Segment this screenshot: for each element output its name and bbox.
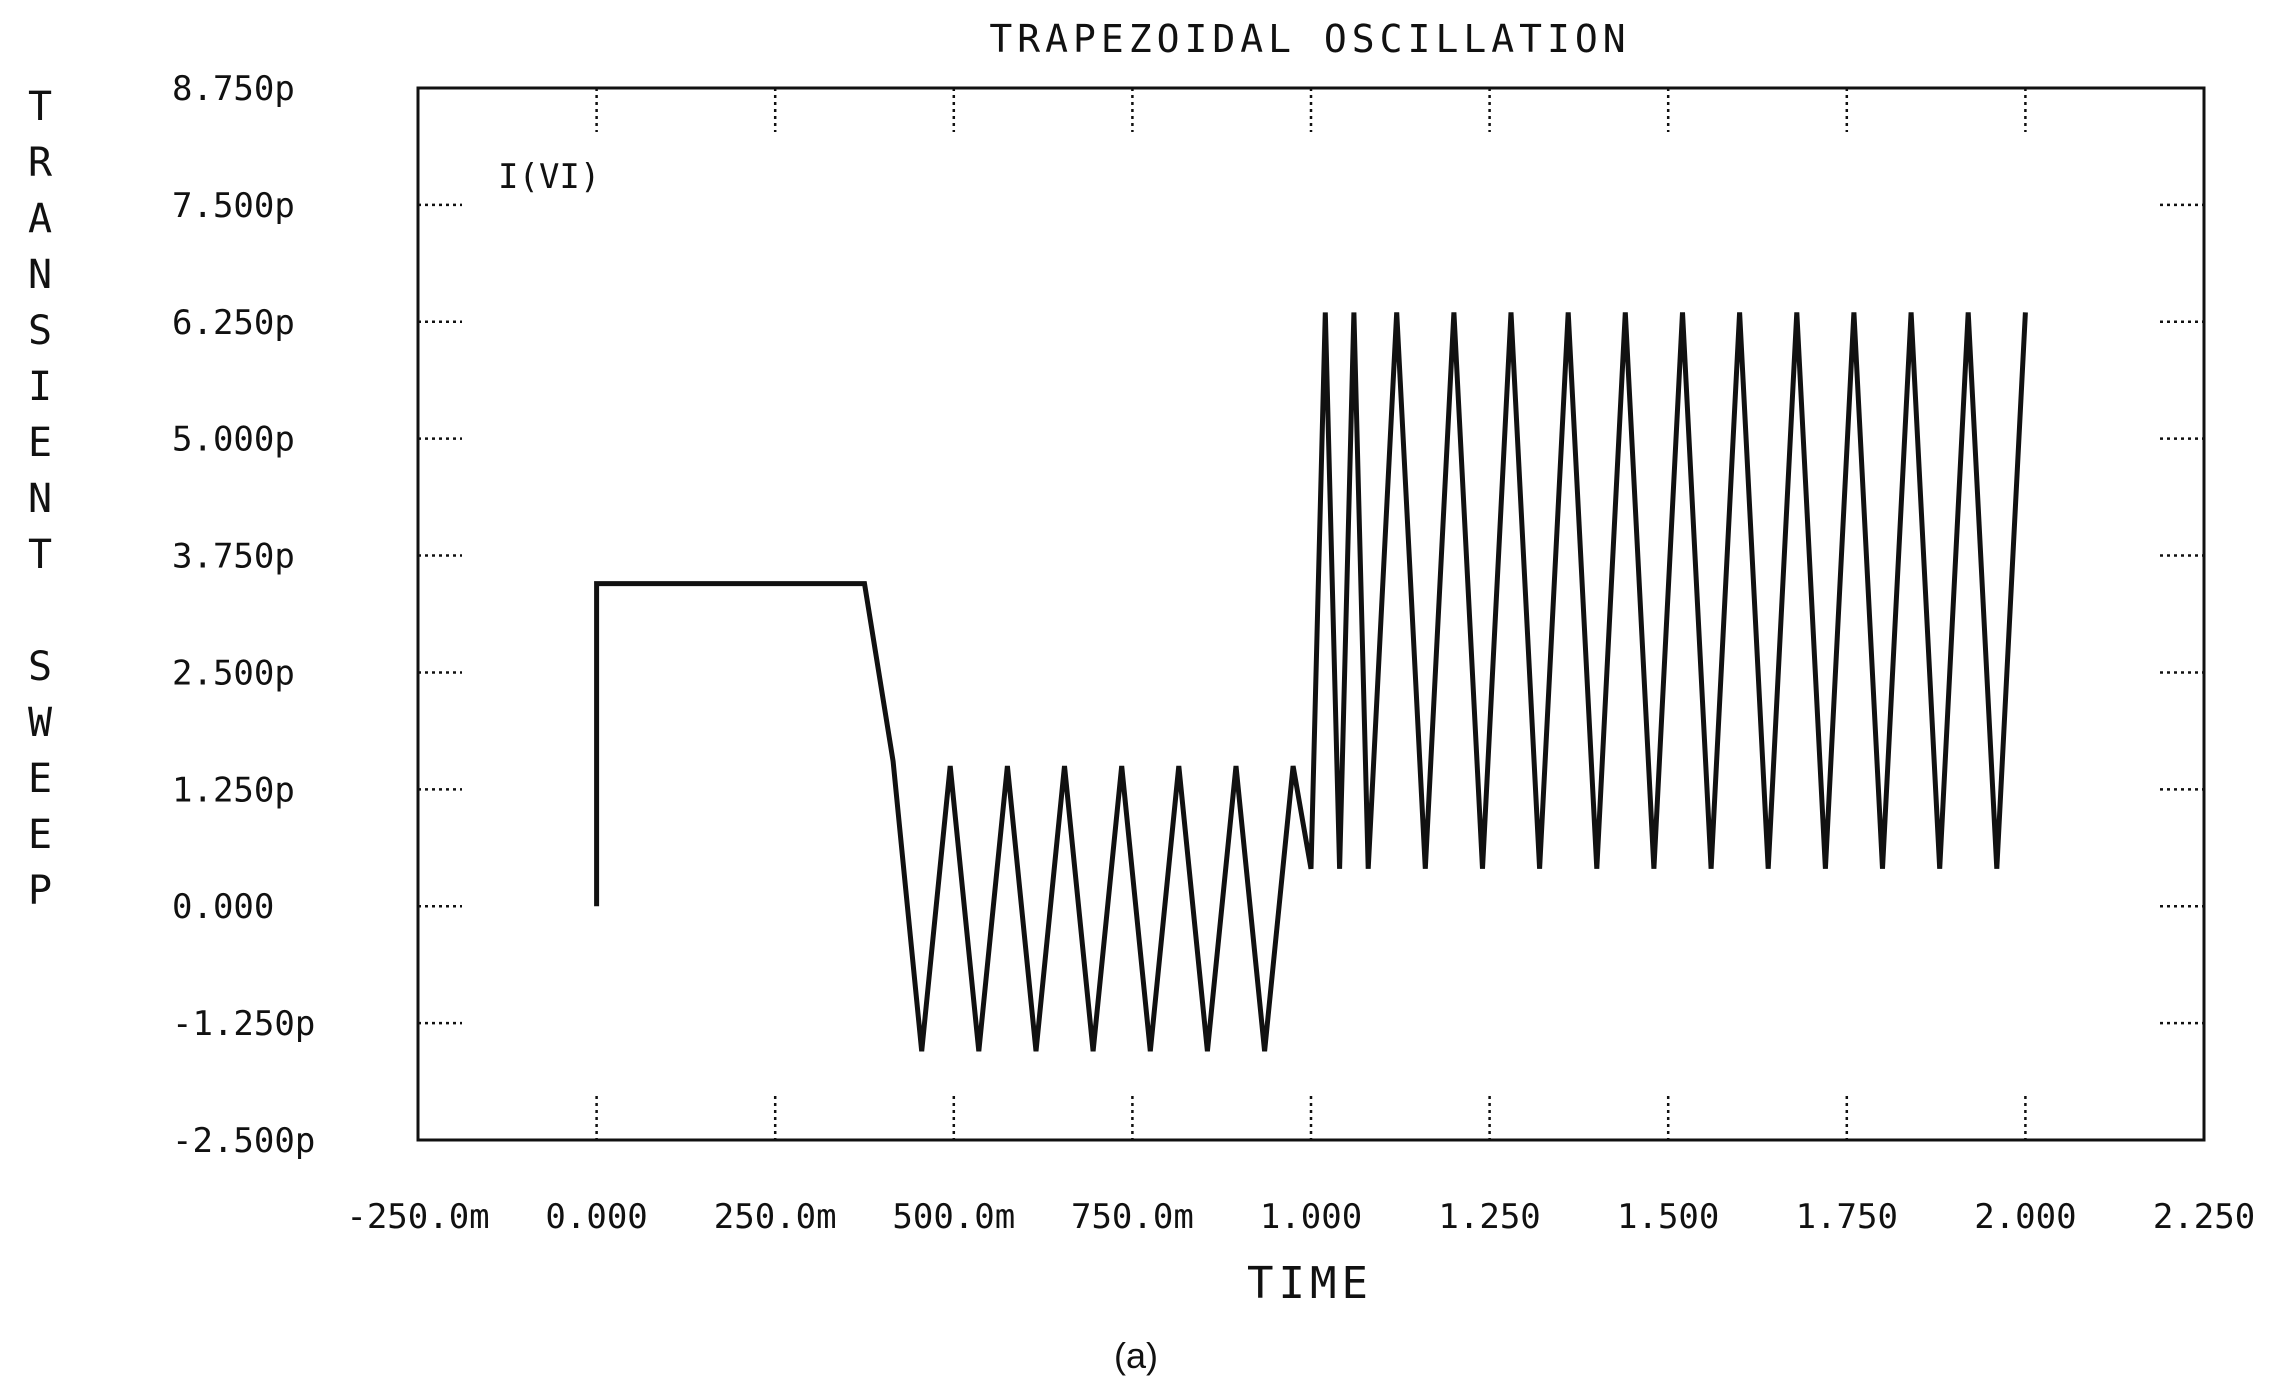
y-tick-label: 8.750p: [172, 69, 295, 109]
y-tick-label: 0.000: [172, 887, 274, 927]
y-tick-label: 3.750p: [172, 537, 295, 577]
x-tick-label: 1.000: [1260, 1197, 1362, 1237]
y-axis-label-char: P: [28, 868, 52, 914]
y-axis-label-char: N: [28, 476, 52, 522]
y-tick-label: -1.250p: [172, 1004, 315, 1044]
series-label: I(VI): [498, 157, 600, 197]
y-tick-label: 6.250p: [172, 303, 295, 343]
y-axis-label-char: S: [28, 308, 52, 354]
x-tick-label: -250.0m: [346, 1197, 489, 1237]
y-axis-label-char: T: [28, 84, 52, 130]
x-tick-label: 250.0m: [714, 1197, 837, 1237]
x-tick-label: 1.500: [1617, 1197, 1719, 1237]
x-tick-label: 0.000: [545, 1197, 647, 1237]
y-axis-label-char: E: [28, 420, 52, 466]
x-axis-label: TIME: [1247, 1258, 1373, 1309]
y-axis-label-char: W: [28, 700, 53, 746]
series-line-i-vi: [594, 312, 2028, 1052]
y-axis-label-char: T: [28, 532, 52, 578]
y-tick-label: -2.500p: [172, 1121, 315, 1161]
y-axis-label-char: N: [28, 252, 52, 298]
x-tick-label: 2.000: [1974, 1197, 2076, 1237]
y-axis-label-char: S: [28, 644, 52, 690]
x-axis-ticks: -250.0m 0.000 250.0m 500.0m 750.0m 1.000 1.250…: [346, 88, 2255, 1237]
y-tick-label: 1.250p: [172, 770, 295, 810]
x-tick-label: 750.0m: [1071, 1197, 1194, 1237]
y-axis-label-char: E: [28, 756, 52, 802]
y-axis-label-char: A: [28, 196, 52, 242]
y-tick-label: 7.500p: [172, 186, 295, 226]
y-axis-label-char: I: [28, 364, 52, 410]
x-tick-label: 1.750: [1796, 1197, 1898, 1237]
x-tick-label: 1.250: [1438, 1197, 1540, 1237]
y-axis-ticks: 8.750p 7.500p 6.250p 5.000p 3.750p 2.500p 1.25…: [172, 69, 2204, 1161]
y-tick-label: 2.500p: [172, 653, 295, 693]
x-tick-label: 500.0m: [892, 1197, 1015, 1237]
y-axis-label-char: R: [28, 140, 53, 186]
figure-caption: (a): [1114, 1335, 1158, 1376]
y-tick-label: 5.000p: [172, 420, 295, 460]
plot-frame: [416, 86, 2206, 1142]
x-tick-label: 2.250: [2153, 1197, 2255, 1237]
y-axis-label-char: E: [28, 812, 52, 858]
chart-title: TRAPEZOIDAL OSCILLATION: [989, 17, 1630, 61]
